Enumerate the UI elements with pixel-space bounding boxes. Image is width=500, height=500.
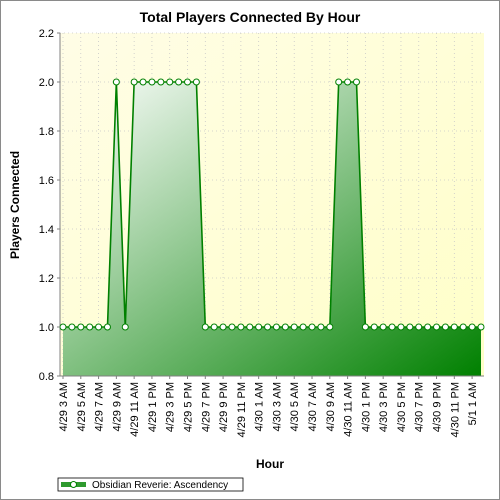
data-point	[299, 323, 307, 331]
series-area-fill	[63, 82, 481, 376]
data-point	[192, 78, 200, 86]
data-point	[459, 323, 467, 331]
data-point	[272, 323, 280, 331]
data-point	[415, 323, 423, 331]
data-point	[424, 323, 432, 331]
x-tick-label: 4/29 9 AM	[111, 382, 123, 432]
data-point	[344, 78, 352, 86]
data-point	[184, 78, 192, 86]
data-point	[112, 78, 120, 86]
data-point	[406, 323, 414, 331]
data-point	[166, 78, 174, 86]
legend: Obsidian Reverie: Ascendency	[57, 477, 244, 492]
data-point	[103, 323, 111, 331]
x-tick-label: 4/29 3 PM	[165, 382, 177, 432]
legend-box	[57, 477, 244, 492]
data-point	[210, 323, 218, 331]
x-tick-label: 5/1 1 AM	[467, 382, 479, 425]
series-markers	[59, 78, 485, 331]
y-tick-label: 1.0	[39, 322, 54, 334]
data-point	[388, 323, 396, 331]
x-tick-label: 4/30 11 AM	[343, 382, 355, 437]
data-point	[95, 323, 103, 331]
data-point	[450, 323, 458, 331]
chart-title: Total Players Connected By Hour	[140, 9, 361, 25]
data-point	[264, 323, 272, 331]
data-point	[121, 323, 129, 331]
x-tick-label: 4/30 9 AM	[325, 382, 337, 432]
data-point	[317, 323, 325, 331]
x-tick-label: 4/30 1 PM	[360, 382, 372, 432]
data-point	[201, 323, 209, 331]
data-point	[441, 323, 449, 331]
y-tick-label: 1.8	[39, 126, 54, 138]
data-point	[477, 323, 485, 331]
x-tick-label: 4/30 5 PM	[396, 382, 408, 432]
data-point	[157, 78, 165, 86]
data-point	[281, 323, 289, 331]
x-tick-label: 4/29 7 AM	[94, 382, 106, 432]
x-tick-label: 4/29 1 PM	[147, 382, 159, 432]
legend-marker	[70, 481, 77, 488]
x-tick-label: 4/30 7 PM	[414, 382, 426, 432]
data-point	[468, 323, 476, 331]
data-point	[352, 78, 360, 86]
x-tick-label: 4/30 7 AM	[307, 382, 319, 432]
data-point	[130, 78, 138, 86]
data-point	[255, 323, 263, 331]
data-point	[228, 323, 236, 331]
x-axis-ticks: 4/29 3 AM 4/29 5 AM 4/29 7 AM 4/29 9 AM 4/29…	[58, 376, 479, 437]
data-point	[59, 323, 67, 331]
y-tick-label: 2.2	[39, 28, 54, 40]
data-point	[77, 323, 85, 331]
x-tick-label: 4/29 3 AM	[58, 382, 70, 432]
x-tick-label: 4/29 5 AM	[76, 382, 88, 432]
data-point	[370, 323, 378, 331]
y-tick-label: 1.2	[39, 273, 54, 285]
data-point	[433, 323, 441, 331]
x-tick-label: 4/30 3 PM	[378, 382, 390, 432]
x-tick-label: 4/29 5 PM	[183, 382, 195, 432]
data-point	[68, 323, 76, 331]
x-tick-label: 4/29 7 PM	[200, 382, 212, 432]
data-point	[361, 323, 369, 331]
x-tick-label: 4/29 9 PM	[218, 382, 230, 432]
data-point	[326, 323, 334, 331]
data-point	[175, 78, 183, 86]
x-tick-label: 4/30 3 AM	[271, 382, 283, 432]
x-tick-label: 4/30 9 PM	[432, 382, 444, 432]
data-point	[139, 78, 147, 86]
data-point	[219, 323, 227, 331]
axes	[59, 33, 484, 377]
x-tick-label: 4/30 5 AM	[289, 382, 301, 432]
data-point	[246, 323, 254, 331]
x-tick-label: 4/29 11 PM	[236, 382, 248, 437]
legend-label: Obsidian Reverie: Ascendency	[92, 480, 228, 491]
y-axis-label: Players Connected	[8, 151, 22, 259]
data-point	[379, 323, 387, 331]
data-point	[237, 323, 245, 331]
y-axis-ticks: 0.8 1.0 1.2 1.4 1.6 1.8 2.0 2.2	[39, 28, 60, 383]
data-point	[397, 323, 405, 331]
data-point	[86, 323, 94, 331]
x-tick-label: 4/30 1 AM	[254, 382, 266, 432]
x-tick-label: 4/30 11 PM	[449, 382, 461, 437]
y-tick-label: 1.6	[39, 175, 54, 187]
y-tick-label: 2.0	[39, 77, 54, 89]
y-tick-label: 0.8	[39, 371, 54, 383]
data-point	[148, 78, 156, 86]
data-point	[308, 323, 316, 331]
data-point	[335, 78, 343, 86]
data-point	[290, 323, 298, 331]
y-tick-label: 1.4	[39, 224, 54, 236]
x-axis-label: Hour	[256, 457, 284, 471]
x-tick-label: 4/29 11 AM	[129, 382, 141, 437]
